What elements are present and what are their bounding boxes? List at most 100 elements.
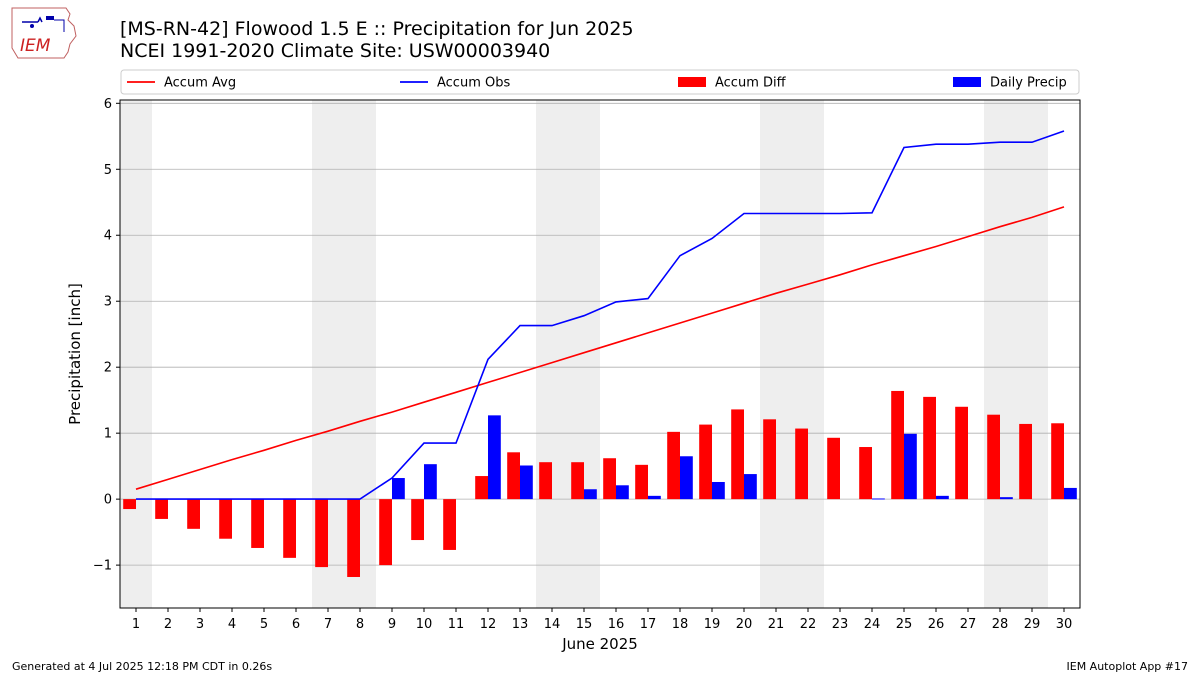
accum-diff-bar: [123, 499, 136, 510]
accum-diff-bar: [859, 447, 872, 500]
accum-diff-bar: [635, 464, 648, 500]
x-tick-label: 27: [960, 617, 977, 632]
weekend-band: [984, 100, 1048, 608]
logo-text: IEM: [20, 36, 51, 56]
daily-precip-bar: [904, 433, 917, 500]
title-line-1: [MS-RN-42] Flowood 1.5 E :: Precipitatio…: [120, 18, 634, 40]
accum-obs-line: [136, 130, 1065, 500]
app-note: IEM Autoplot App #17: [1066, 660, 1189, 673]
x-tick-label: 16: [608, 617, 625, 632]
daily-precip-bar: [648, 495, 661, 500]
accum-diff-bar: [763, 419, 776, 500]
iem-logo-graphic: IEM: [11, 7, 77, 59]
daily-precip-bar: [488, 415, 501, 500]
x-tick-label: 8: [356, 617, 364, 632]
accum-diff-bar: [539, 462, 552, 500]
x-tick-label: 23: [832, 617, 849, 632]
x-tick-label: 25: [896, 617, 913, 632]
x-tick-label: 20: [736, 617, 753, 632]
daily-precip-bar: [1000, 497, 1013, 500]
daily-precip-bar: [424, 464, 437, 500]
legend-label: Accum Diff: [715, 76, 787, 91]
weekend-shading: [120, 100, 1048, 608]
x-axis: 1 2 3 4 5 6 7 8 9 10 11 12 13 14 15 16 17 18 19 20 21 22 23 24 2…: [132, 608, 1072, 632]
x-tick-label: 11: [448, 617, 465, 632]
y-tick-label: 2: [104, 361, 112, 376]
accum-diff-bar: [379, 499, 392, 566]
daily-precip-bar: [1064, 487, 1077, 500]
daily-precip-bar: [392, 478, 405, 500]
x-axis-label: June 2025: [561, 635, 638, 653]
title-line-2: NCEI 1991-2020 Climate Site: USW00003940: [120, 40, 551, 62]
legend-label: Accum Avg: [164, 76, 236, 91]
accum-diff-bar: [507, 452, 520, 500]
x-tick-label: 14: [544, 617, 561, 632]
legend-swatch-bar: [953, 77, 981, 87]
y-tick-label: 1: [104, 427, 112, 442]
y-tick-label: −1: [93, 559, 112, 574]
y-tick-label: 3: [104, 295, 112, 310]
legend-label: Daily Precip: [990, 76, 1067, 91]
accum-diff-bar: [251, 499, 264, 548]
accum-diff-bar: [987, 414, 1000, 500]
x-tick-label: 9: [388, 617, 396, 632]
daily-precip-bar: [936, 495, 949, 500]
accum-diff-bar: [475, 476, 488, 500]
accum-diff-bar: [891, 390, 904, 500]
accum-avg-line: [135, 206, 1065, 490]
x-tick-label: 15: [576, 617, 593, 632]
accum-diff-bar: [923, 396, 936, 500]
daily-precip-bar: [616, 485, 629, 500]
accum-diff-bar: [603, 458, 616, 500]
x-tick-label: 21: [768, 617, 785, 632]
x-tick-label: 4: [228, 617, 236, 632]
accum-diff-bar: [443, 499, 456, 550]
x-tick-label: 6: [292, 617, 300, 632]
accum-diff-bar: [411, 499, 424, 541]
y-axis: −1 0 1 2 3 4 5 6: [93, 97, 120, 574]
x-tick-label: 1: [132, 617, 140, 632]
lines-layer: [135, 130, 1065, 500]
plot-frame: [119, 99, 1081, 609]
x-tick-label: 28: [992, 617, 1009, 632]
x-tick-label: 10: [416, 617, 433, 632]
accum-diff-bar: [699, 424, 712, 500]
accum-diff-bar: [571, 462, 584, 500]
iem-logo: IEM: [8, 6, 80, 60]
x-tick-label: 2: [164, 617, 172, 632]
x-tick-label: 19: [704, 617, 721, 632]
legend-box: [120, 69, 1080, 95]
y-tick-label: 0: [104, 493, 112, 508]
accum-diff-bar: [347, 499, 360, 577]
accum-diff-bar: [795, 428, 808, 500]
accum-diff-bar: [955, 406, 968, 500]
accum-diff-bar: [283, 499, 296, 558]
accum-diff-bar: [187, 499, 200, 529]
x-tick-label: 26: [928, 617, 945, 632]
generated-note: Generated at 4 Jul 2025 12:18 PM CDT in …: [12, 660, 273, 673]
daily-precip-bar: [872, 498, 885, 500]
accum-diff-bar: [219, 499, 232, 539]
y-tick-label: 4: [104, 229, 112, 244]
x-tick-label: 13: [512, 617, 529, 632]
x-tick-label: 7: [324, 617, 332, 632]
weekend-band: [536, 100, 600, 608]
daily-precip-bar: [744, 474, 757, 500]
grid-lines: [120, 102, 1080, 566]
y-tick-label: 5: [104, 163, 112, 178]
x-tick-label: 30: [1056, 617, 1073, 632]
bars-layer: [123, 390, 1077, 577]
accum-diff-bar: [667, 431, 680, 500]
x-tick-label: 24: [864, 617, 881, 632]
accum-diff-bar: [315, 499, 328, 568]
x-tick-label: 18: [672, 617, 689, 632]
daily-precip-bar: [680, 456, 693, 500]
x-tick-label: 29: [1024, 617, 1041, 632]
x-tick-label: 22: [800, 617, 817, 632]
legend-swatch-bar: [678, 77, 706, 87]
x-tick-label: 12: [480, 617, 497, 632]
daily-precip-bar: [584, 489, 597, 500]
y-tick-label: 6: [104, 97, 112, 112]
x-tick-label: 17: [640, 617, 657, 632]
